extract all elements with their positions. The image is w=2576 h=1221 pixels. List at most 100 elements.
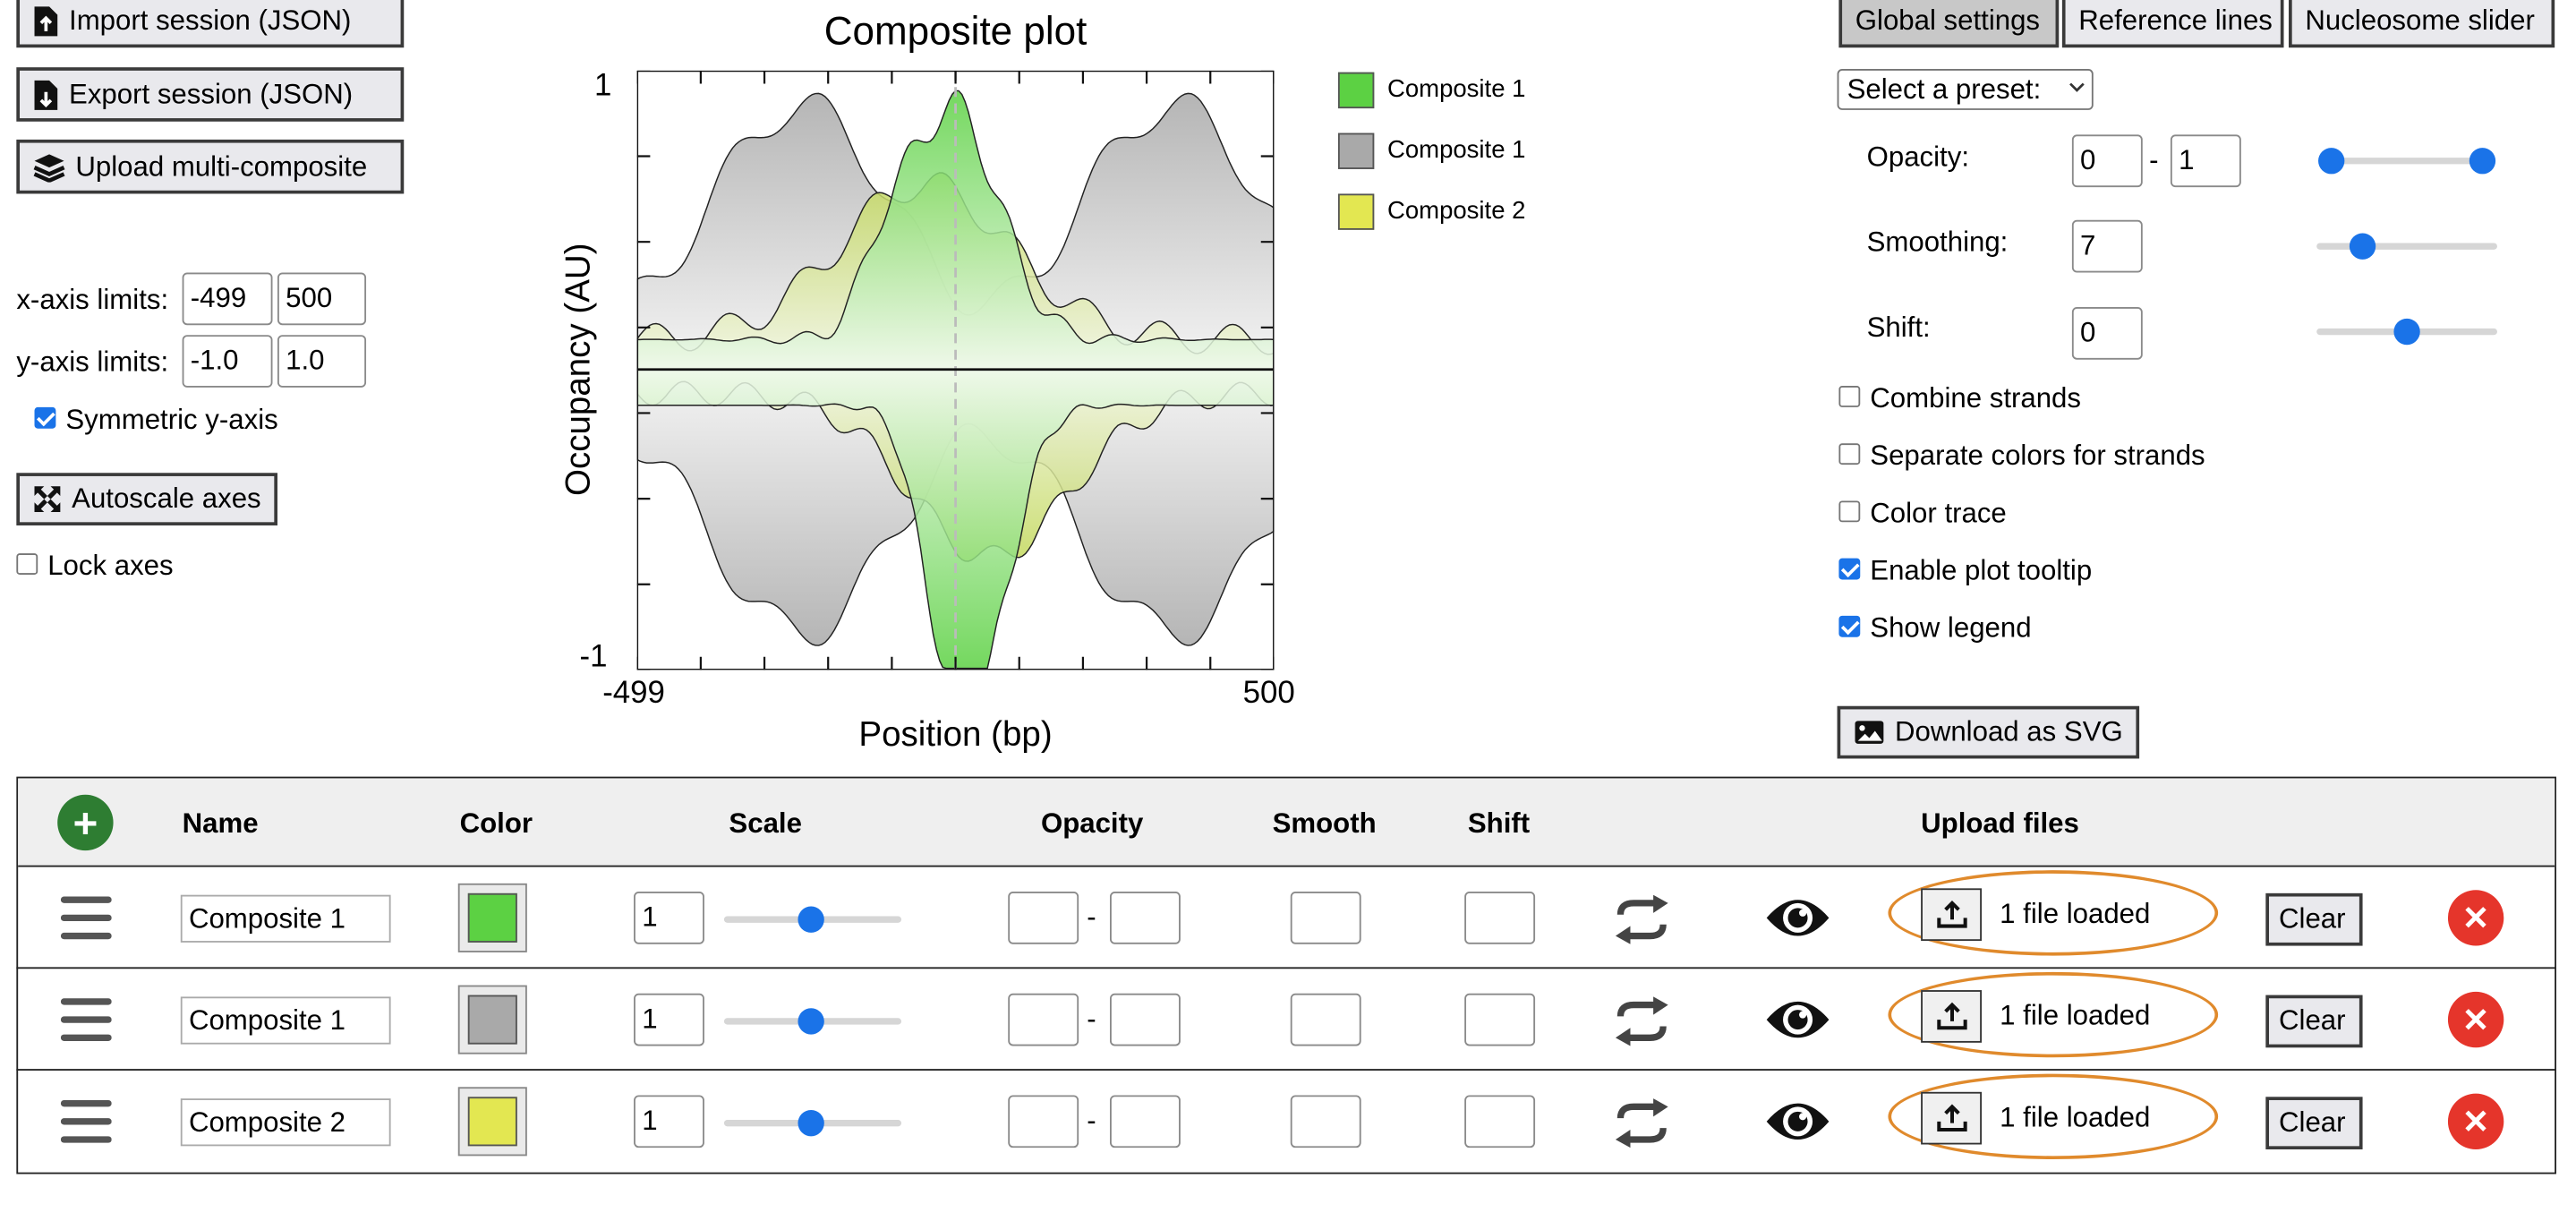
tab-nucleosome-slider[interactable]: Nucleosome slider — [2289, 0, 2555, 48]
legend-swatch-2 — [1337, 132, 1375, 169]
scale-input[interactable]: 1 — [634, 892, 704, 944]
composite-name-input[interactable]: Composite 1 — [180, 996, 391, 1045]
drag-handle-icon[interactable] — [60, 995, 112, 1045]
series-area-composite-1-green-forward — [636, 90, 1275, 371]
upload-multi-composite-button[interactable]: Upload multi-composite — [16, 139, 405, 194]
swap-strands-icon[interactable] — [1610, 894, 1673, 944]
opacity-dash: - — [1087, 1003, 1096, 1035]
opacity-min-cell-input[interactable] — [1008, 1095, 1079, 1148]
import-session-label: Import session (JSON) — [69, 4, 352, 36]
upload-file-button[interactable] — [1921, 1091, 1983, 1145]
opacity-dash: - — [2149, 144, 2159, 176]
color-picker[interactable] — [457, 883, 527, 952]
symmetric-y-checkbox[interactable] — [34, 406, 56, 429]
delete-composite-button[interactable]: ✕ — [2447, 991, 2504, 1048]
shift-cell-input[interactable] — [1464, 1095, 1536, 1148]
eye-icon[interactable] — [1765, 994, 1830, 1046]
composite-name-input[interactable]: Composite 2 — [180, 1098, 391, 1147]
scale-slider-handle[interactable] — [798, 906, 824, 933]
scale-slider-handle[interactable] — [798, 1109, 824, 1137]
close-icon: ✕ — [2461, 901, 2490, 937]
drag-handle-icon[interactable] — [60, 1097, 112, 1146]
opacity-max-cell-input[interactable] — [1109, 1095, 1181, 1148]
clear-files-button[interactable]: Clear — [2265, 1097, 2363, 1150]
shift-cell-input[interactable] — [1464, 993, 1536, 1046]
symmetric-y-label: Symmetric y-axis — [65, 404, 278, 436]
smooth-cell-input[interactable] — [1290, 993, 1361, 1046]
lock-axes-checkbox[interactable] — [16, 553, 38, 576]
delete-composite-button[interactable]: ✕ — [2447, 1093, 2504, 1150]
plot-xlabel: Position (bp) — [858, 715, 1053, 754]
swap-strands-icon[interactable] — [1610, 996, 1673, 1046]
layers-icon — [33, 153, 65, 182]
enable-tooltip-label: Enable plot tooltip — [1870, 554, 2093, 586]
table-row — [16, 867, 2557, 969]
opacity-range-track[interactable] — [2331, 158, 2483, 165]
combine-strands-checkbox[interactable] — [1838, 386, 1861, 407]
opacity-min-cell-input[interactable] — [1008, 892, 1079, 944]
separate-colors-checkbox[interactable] — [1838, 443, 1861, 465]
y-min-input[interactable]: -1.0 — [182, 335, 273, 388]
smooth-cell-input[interactable] — [1290, 892, 1361, 944]
y-axis-limits-label: y-axis limits: — [16, 346, 169, 378]
clear-files-button[interactable]: Clear — [2265, 892, 2363, 946]
separate-colors-label: Separate colors for strands — [1870, 440, 2205, 472]
opacity-min-cell-input[interactable] — [1008, 993, 1079, 1046]
smoothing-slider-track[interactable] — [2316, 243, 2497, 250]
shift-slider-handle[interactable] — [2393, 318, 2420, 346]
upload-multi-composite-label: Upload multi-composite — [75, 149, 368, 182]
upload-file-button[interactable] — [1921, 888, 1983, 942]
smooth-cell-input[interactable] — [1290, 1095, 1361, 1148]
upload-file-button[interactable] — [1921, 990, 1983, 1043]
opacity-max-handle[interactable] — [2469, 148, 2496, 175]
y-top-tick: 1 — [594, 69, 612, 104]
opacity-max-cell-input[interactable] — [1109, 993, 1181, 1046]
upload-icon — [1936, 1002, 1966, 1030]
upload-icon — [1936, 901, 1966, 928]
smoothing-slider-handle[interactable] — [2349, 233, 2376, 260]
scale-input[interactable]: 1 — [634, 993, 704, 1046]
download-svg-button[interactable]: Download as SVG — [1837, 705, 2140, 759]
opacity-max-cell-input[interactable] — [1109, 892, 1181, 944]
opacity-max-input[interactable]: 1 — [2170, 134, 2241, 188]
preset-select[interactable]: Select a preset: — [1837, 69, 2094, 110]
delete-composite-button[interactable]: ✕ — [2447, 890, 2504, 946]
clear-files-button[interactable]: Clear — [2265, 995, 2363, 1048]
opacity-min-handle[interactable] — [2318, 148, 2345, 175]
y-max-input[interactable]: 1.0 — [277, 335, 367, 388]
show-legend-checkbox[interactable] — [1838, 615, 1861, 637]
eye-icon[interactable] — [1765, 892, 1830, 944]
scale-slider-handle[interactable] — [798, 1008, 824, 1035]
tab-global-settings[interactable]: Global settings — [1838, 0, 2060, 48]
composite-plot-canvas[interactable] — [636, 70, 1275, 670]
add-composite-button[interactable]: + — [57, 794, 114, 851]
composites-table — [16, 776, 2557, 1174]
legend-swatch-3 — [1337, 193, 1375, 230]
legend-label-3: Composite 2 — [1386, 197, 1526, 226]
shift-input[interactable]: 0 — [2071, 307, 2143, 360]
scale-input[interactable]: 1 — [634, 1095, 704, 1148]
file-download-icon — [34, 79, 58, 109]
import-session-button[interactable]: Import session (JSON) — [16, 0, 405, 48]
color-trace-checkbox[interactable] — [1838, 500, 1861, 523]
color-picker[interactable] — [457, 1087, 527, 1157]
opacity-min-input[interactable]: 0 — [2071, 134, 2143, 188]
autoscale-axes-button[interactable]: Autoscale axes — [16, 473, 277, 525]
export-session-button[interactable]: Export session (JSON) — [16, 67, 405, 122]
color-picker[interactable] — [457, 985, 527, 1054]
eye-icon[interactable] — [1765, 1095, 1830, 1148]
enable-tooltip-checkbox[interactable] — [1838, 558, 1861, 580]
header-smooth: Smooth — [1272, 807, 1377, 840]
tab-reference-lines[interactable]: Reference lines — [2061, 0, 2284, 48]
upload-highlight-oval — [1888, 1073, 2219, 1160]
shift-cell-input[interactable] — [1464, 892, 1536, 944]
x-max-input[interactable]: 500 — [277, 272, 367, 326]
composite-name-input[interactable]: Composite 1 — [180, 894, 391, 943]
show-legend-label: Show legend — [1870, 612, 2032, 645]
drag-handle-icon[interactable] — [60, 893, 112, 943]
header-scale: Scale — [729, 807, 802, 840]
x-min-input[interactable]: -499 — [182, 272, 273, 326]
smoothing-input[interactable]: 7 — [2071, 219, 2143, 273]
swap-strands-icon[interactable] — [1610, 1098, 1673, 1148]
